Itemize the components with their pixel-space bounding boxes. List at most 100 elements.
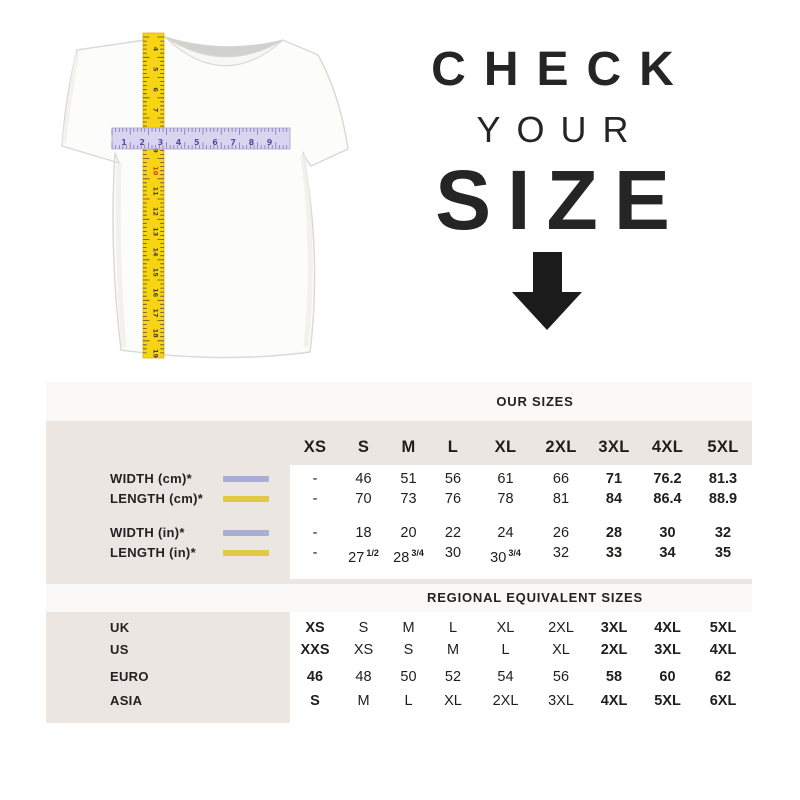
- svg-text:6: 6: [152, 87, 160, 92]
- svg-text:5: 5: [152, 67, 160, 72]
- svg-text:17: 17: [152, 308, 160, 317]
- headline-check: CHECK: [431, 43, 692, 96]
- table-row: 46 48 50 52 54 56 58 60 62: [290, 667, 752, 687]
- svg-text:13: 13: [152, 227, 160, 236]
- svg-text:3: 3: [158, 138, 164, 147]
- svg-text:7: 7: [230, 138, 236, 147]
- size-cell: 56: [552, 669, 570, 685]
- size-cell: 76: [444, 491, 462, 507]
- size-cell: S: [403, 642, 414, 658]
- size-cell: 20: [400, 525, 417, 541]
- headline-block: CHECK YOUR SIZE: [400, 0, 705, 340]
- size-cell: 51: [400, 471, 417, 487]
- size-cell: 73: [400, 491, 417, 507]
- size-cell: 86.4: [653, 491, 682, 507]
- column-header: S: [357, 438, 370, 456]
- column-header: 3XL: [598, 438, 630, 456]
- size-cell: 32: [714, 525, 732, 541]
- size-cell: 3XL: [548, 693, 574, 709]
- size-cell: 78: [497, 491, 514, 507]
- svg-text:15: 15: [152, 268, 160, 278]
- regional-panel: [290, 612, 752, 723]
- size-cell: 76.2: [653, 471, 682, 487]
- table-row: - 18 20 22 24 26 28 30 32: [290, 523, 752, 543]
- svg-text:6: 6: [212, 138, 218, 147]
- size-cell: XS: [305, 620, 325, 636]
- svg-text:19: 19: [152, 349, 160, 359]
- svg-text:16: 16: [152, 288, 160, 298]
- column-header: XL: [494, 438, 517, 456]
- svg-text:1: 1: [121, 138, 127, 147]
- size-cell: 2XL: [492, 693, 519, 709]
- size-cell: -: [312, 545, 318, 561]
- column-header: XS: [303, 438, 327, 456]
- size-cell: -: [312, 525, 318, 541]
- size-cell: -: [312, 491, 318, 507]
- size-chart-panel: OUR SIZES REGIONAL EQUIVALENT SIZES XS S M…: [46, 382, 752, 723]
- size-cell: 30: [659, 525, 676, 541]
- svg-text:18: 18: [152, 329, 160, 339]
- size-cell: 71: [605, 471, 623, 487]
- svg-text:14: 14: [152, 247, 160, 257]
- size-cell: 5XL: [654, 693, 681, 709]
- size-cell: -: [312, 471, 318, 487]
- size-cell: 28 3/4: [393, 548, 424, 566]
- size-cell: XL: [552, 642, 570, 658]
- our-sizes-title: OUR SIZES: [496, 394, 574, 409]
- regional-title: REGIONAL EQUIVALENT SIZES: [427, 590, 643, 605]
- size-cell: 4XL: [600, 693, 628, 709]
- size-cell: 56: [444, 471, 462, 487]
- size-cell: S: [358, 620, 369, 636]
- size-cell: 22: [444, 525, 462, 541]
- table-row: - 46 51 56 61 66 71 76.2 81.3: [290, 469, 752, 489]
- size-cell: 3XL: [600, 620, 628, 636]
- column-header: M: [401, 438, 416, 456]
- size-cell: 50: [400, 669, 417, 685]
- column-header: 2XL: [545, 438, 577, 456]
- size-cell: S: [310, 693, 320, 709]
- size-cell: 18: [355, 525, 372, 541]
- row-label: WIDTH (in)*: [110, 525, 185, 540]
- size-cell: XL: [444, 693, 462, 709]
- size-cell: XXS: [300, 642, 330, 658]
- size-cell: 30: [444, 545, 462, 561]
- table-row: - 70 73 76 78 81 84 86.4 88.9: [290, 489, 752, 509]
- svg-text:12: 12: [152, 207, 160, 216]
- size-cell: 81: [552, 491, 570, 507]
- size-cell: 54: [497, 669, 514, 685]
- our-sizes-band: OUR SIZES: [46, 382, 752, 421]
- tshirt-shape: [61, 36, 349, 359]
- size-cell: 52: [444, 669, 462, 685]
- table-row: - 27 1/2 28 3/4 30 30 3/4 32 33 34 35: [290, 543, 752, 566]
- size-cell: 30 3/4: [490, 548, 521, 566]
- row-label: UK: [110, 620, 130, 635]
- size-cell: L: [448, 620, 458, 636]
- svg-text:9: 9: [152, 148, 160, 153]
- svg-text:10: 10: [152, 166, 160, 176]
- headline-size: SIZE: [435, 153, 686, 247]
- size-cell: XS: [353, 642, 374, 658]
- size-cell: XL: [496, 620, 515, 636]
- table-row: XXS XS S M L XL 2XL 3XL 4XL: [290, 640, 752, 660]
- row-label: LENGTH (in)*: [110, 545, 196, 560]
- size-cell: 88.9: [708, 491, 738, 507]
- size-cell: 62: [714, 669, 732, 685]
- size-cell: 27 1/2: [348, 548, 379, 566]
- width-swatch: [223, 530, 269, 536]
- size-cell: M: [446, 642, 460, 658]
- width-swatch: [223, 476, 269, 482]
- size-cell: 84: [605, 491, 623, 507]
- size-cell: 3XL: [654, 642, 681, 658]
- size-cell: L: [404, 693, 413, 709]
- size-cell: 2XL: [600, 642, 628, 658]
- size-cell: 34: [659, 545, 676, 561]
- size-cell: 28: [605, 525, 623, 541]
- svg-text:7: 7: [152, 108, 160, 113]
- width-tape: 1 2 3 4 5 6 7 8 9: [111, 127, 291, 150]
- length-tape: 45678910111213141516171819: [142, 32, 165, 359]
- size-cell: 70: [355, 491, 372, 507]
- size-cell: 61: [497, 471, 514, 487]
- size-cell: 2XL: [548, 620, 574, 636]
- svg-text:11: 11: [152, 187, 160, 197]
